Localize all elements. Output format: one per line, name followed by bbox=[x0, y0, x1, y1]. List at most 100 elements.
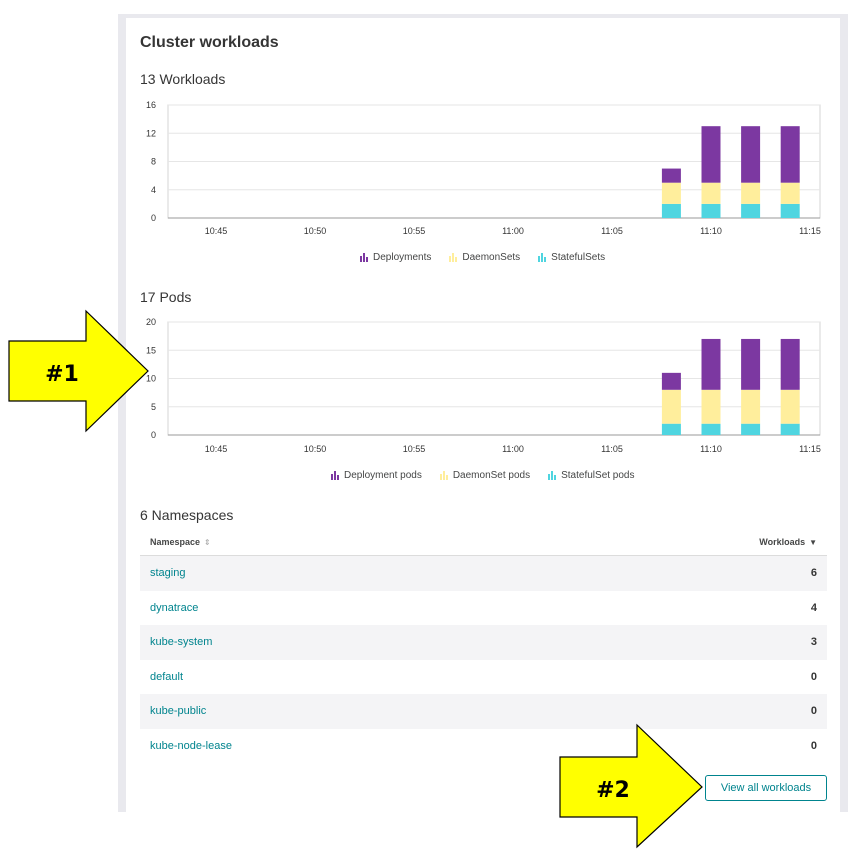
legend-label: Deployment pods bbox=[344, 470, 422, 481]
legend-label: Deployments bbox=[373, 252, 432, 263]
bar-segment-daemonset-pods[interactable] bbox=[780, 389, 800, 424]
annotation-label-1: #1 bbox=[45, 362, 79, 387]
y-tick-label: 10 bbox=[146, 374, 156, 384]
y-tick-label: 16 bbox=[146, 100, 156, 110]
workloads-count: 3 bbox=[810, 636, 817, 649]
bar-segment-deployment-pods[interactable] bbox=[741, 338, 761, 390]
x-tick-label: 10:55 bbox=[403, 444, 426, 454]
bar-segment-daemonset-pods[interactable] bbox=[741, 389, 761, 424]
workloads-count: 6 bbox=[810, 567, 817, 580]
x-tick-label: 11:00 bbox=[502, 226, 524, 236]
bar-segment-daemonset-pods[interactable] bbox=[661, 389, 681, 424]
pods-legend: Deployment pods DaemonSet pods StatefulS… bbox=[331, 470, 635, 481]
table-row: kube-node-lease 0 bbox=[140, 729, 827, 764]
namespace-link[interactable]: dynatrace bbox=[150, 601, 199, 614]
legend-statefulsets[interactable]: StatefulSets bbox=[538, 252, 605, 263]
sort-desc-icon: ▼ bbox=[809, 537, 817, 547]
legend-label: StatefulSet pods bbox=[561, 470, 635, 481]
bar-segment-deployments[interactable] bbox=[701, 126, 721, 183]
bar-segment-deployments[interactable] bbox=[661, 168, 681, 183]
namespace-column-header[interactable]: Namespace ⇕ bbox=[150, 536, 211, 547]
workloads-count: 0 bbox=[810, 739, 817, 752]
namespace-link[interactable]: staging bbox=[150, 567, 186, 580]
bar-segment-deployment-pods[interactable] bbox=[661, 372, 681, 390]
top-gutter bbox=[118, 14, 848, 18]
bar-chart-icon bbox=[439, 471, 448, 480]
bar-segment-statefulset-pods[interactable] bbox=[661, 423, 681, 435]
bar-segment-daemonsets[interactable] bbox=[780, 182, 800, 204]
workloads-column-header[interactable]: Workloads ▼ bbox=[759, 536, 817, 547]
table-row: kube-system 3 bbox=[140, 625, 827, 660]
y-tick-label: 20 bbox=[146, 317, 156, 327]
y-tick-label: 12 bbox=[146, 128, 156, 138]
bar-chart-icon bbox=[538, 253, 547, 262]
namespace-link[interactable]: kube-node-lease bbox=[150, 739, 232, 752]
bar-segment-deployments[interactable] bbox=[741, 126, 761, 183]
bar-chart-icon bbox=[331, 471, 339, 480]
workloads-count: 0 bbox=[810, 705, 817, 718]
y-tick-label: 5 bbox=[151, 402, 156, 412]
y-tick-label: 8 bbox=[151, 157, 156, 167]
x-tick-label: 10:45 bbox=[205, 444, 228, 454]
workloads-title: 13 Workloads bbox=[140, 71, 226, 87]
legend-daemonsets[interactable]: DaemonSets bbox=[449, 252, 520, 263]
table-row: default 0 bbox=[140, 660, 827, 695]
bar-segment-statefulset-pods[interactable] bbox=[780, 423, 800, 435]
namespace-link[interactable]: kube-system bbox=[150, 636, 213, 649]
pods-chart: 0 5 10 15 20 10:45 10:50 10:55 11:00 11:05 11:10 11… bbox=[146, 317, 821, 454]
y-tick-label: 15 bbox=[146, 345, 156, 355]
x-tick-label: 11:10 bbox=[700, 444, 722, 454]
bar-segment-daemonsets[interactable] bbox=[661, 182, 681, 204]
bar-segment-statefulsets[interactable] bbox=[780, 203, 800, 218]
x-tick-label: 10:55 bbox=[403, 226, 426, 236]
bar-chart-icon bbox=[449, 253, 458, 262]
legend-label: DaemonSets bbox=[462, 252, 521, 263]
table-row: staging 6 bbox=[140, 556, 827, 591]
x-tick-label: 11:05 bbox=[601, 444, 623, 454]
bar-segment-daemonsets[interactable] bbox=[701, 182, 721, 204]
x-tick-label: 10:50 bbox=[304, 444, 327, 454]
bar-segment-deployments[interactable] bbox=[780, 126, 800, 183]
bar-segment-statefulsets[interactable] bbox=[741, 203, 761, 218]
bar-segment-daemonsets[interactable] bbox=[741, 182, 761, 204]
x-tick-label: 11:15 bbox=[799, 444, 821, 454]
y-tick-label: 4 bbox=[151, 185, 156, 195]
bar-segment-statefulset-pods[interactable] bbox=[701, 423, 721, 435]
bar-segment-daemonset-pods[interactable] bbox=[701, 389, 721, 424]
legend-deployments[interactable]: Deployments bbox=[360, 252, 431, 263]
namespace-link[interactable]: default bbox=[150, 670, 184, 683]
legend-statefulset-pods[interactable]: StatefulSet pods bbox=[548, 470, 635, 481]
left-gutter bbox=[118, 14, 126, 812]
bar-chart-icon bbox=[360, 253, 368, 262]
bar-segment-deployment-pods[interactable] bbox=[780, 338, 800, 390]
namespaces-title: 6 Namespaces bbox=[140, 507, 234, 523]
x-tick-label: 11:15 bbox=[799, 226, 821, 236]
cluster-workloads-card: Cluster workloads 13 Workloads 0 4 8 12 16 10… bbox=[126, 18, 840, 812]
x-tick-label: 11:05 bbox=[601, 226, 623, 236]
bar-chart-icon bbox=[548, 471, 557, 480]
y-tick-label: 0 bbox=[151, 213, 156, 223]
table-header: Namespace ⇕ Workloads ▼ bbox=[140, 528, 827, 556]
x-tick-label: 11:00 bbox=[502, 444, 524, 454]
bar-segment-statefulsets[interactable] bbox=[661, 203, 681, 218]
bar-segment-statefulset-pods[interactable] bbox=[741, 423, 761, 435]
y-tick-label: 0 bbox=[151, 430, 156, 440]
table-body: staging 6 dynatrace 4 kube-system 3 default… bbox=[140, 556, 827, 763]
namespace-link[interactable]: kube-public bbox=[150, 705, 207, 718]
x-tick-label: 11:10 bbox=[700, 226, 722, 236]
x-tick-label: 10:45 bbox=[205, 226, 228, 236]
namespaces-table: Namespace ⇕ Workloads ▼ staging 6 dynatrace… bbox=[140, 528, 827, 763]
sort-icon: ⇕ bbox=[204, 537, 211, 547]
table-row: dynatrace 4 bbox=[140, 591, 827, 626]
legend-deployment-pods[interactable]: Deployment pods bbox=[331, 470, 422, 481]
legend-daemonset-pods[interactable]: DaemonSet pods bbox=[439, 470, 530, 481]
bar-segment-deployment-pods[interactable] bbox=[701, 338, 721, 390]
table-row: kube-public 0 bbox=[140, 694, 827, 729]
workloads-count: 0 bbox=[810, 670, 817, 683]
card-title: Cluster workloads bbox=[140, 34, 279, 51]
x-tick-label: 10:50 bbox=[304, 226, 327, 236]
right-gutter bbox=[840, 14, 848, 812]
workloads-legend: Deployments DaemonSets StatefulSets bbox=[360, 252, 605, 263]
view-all-workloads-button[interactable]: View all workloads bbox=[705, 775, 827, 801]
bar-segment-statefulsets[interactable] bbox=[701, 203, 721, 218]
